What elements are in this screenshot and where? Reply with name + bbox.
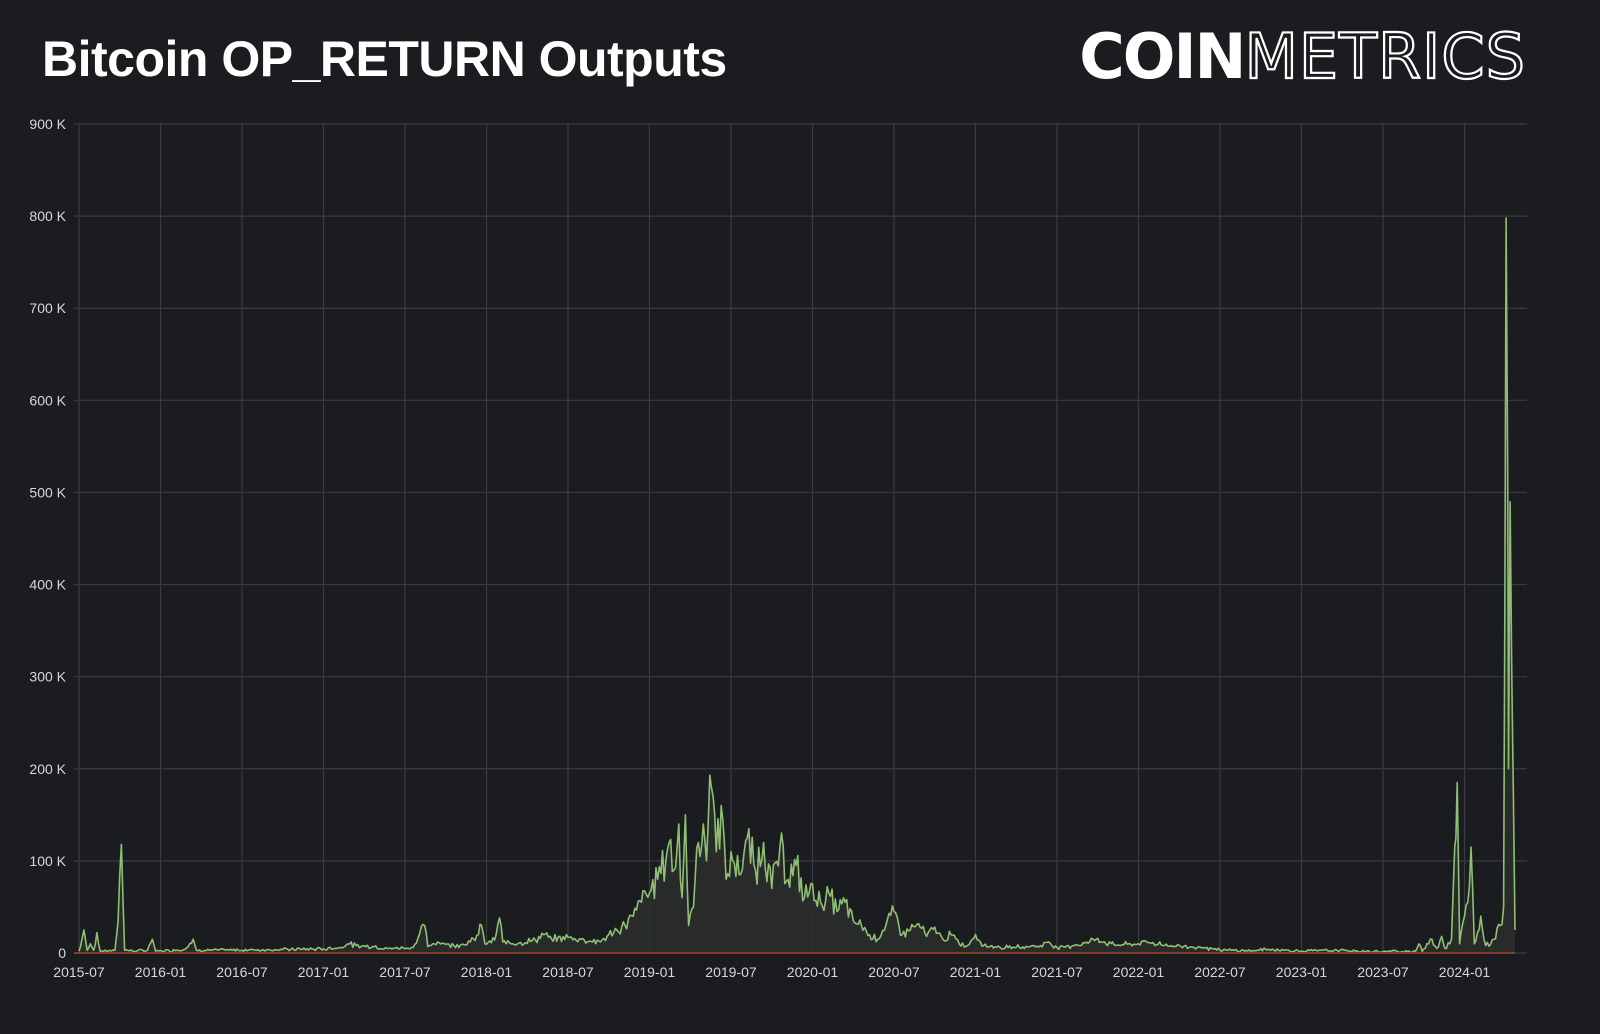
coinmetrics-logo: COINMETRICS (1079, 24, 1526, 88)
logo-bold-text: COIN (1079, 20, 1246, 93)
x-tick-label: 2021-07 (1031, 964, 1083, 980)
x-tick-label: 2019-07 (705, 964, 757, 980)
x-tick-label: 2019-01 (624, 964, 676, 980)
x-tick-label: 2017-07 (379, 964, 431, 980)
y-tick-label: 700 K (29, 300, 66, 316)
grid-lines (74, 123, 1527, 954)
chart-title: Bitcoin OP_RETURN Outputs (42, 31, 727, 87)
y-tick-label: 900 K (29, 116, 66, 132)
y-axis: 0 100 K 200 K 300 K 400 K 500 K 600 K 700 K 800 … (29, 116, 66, 961)
x-tick-label: 2015-07 (53, 964, 105, 980)
x-tick-label: 2023-01 (1276, 964, 1328, 980)
x-tick-label: 2018-07 (542, 964, 594, 980)
x-tick-label: 2022-01 (1113, 964, 1165, 980)
y-tick-label: 400 K (29, 577, 66, 593)
x-tick-label: 2020-07 (868, 964, 920, 980)
y-tick-label: 200 K (29, 761, 66, 777)
x-axis: 2015-07 2016-01 2016-07 2017-01 2017-07 2018-… (53, 964, 1490, 980)
y-tick-label: 500 K (29, 484, 66, 500)
y-tick-label: 0 (58, 945, 66, 961)
y-tick-label: 800 K (29, 208, 66, 224)
y-tick-label: 100 K (29, 853, 66, 869)
y-tick-label: 600 K (29, 392, 66, 408)
x-tick-label: 2021-01 (950, 964, 1002, 980)
x-tick-label: 2017-01 (298, 964, 350, 980)
x-tick-label: 2018-01 (461, 964, 513, 980)
x-tick-label: 2016-01 (135, 964, 187, 980)
x-tick-label: 2020-01 (787, 964, 839, 980)
x-tick-label: 2023-07 (1357, 964, 1409, 980)
x-tick-label: 2022-07 (1194, 964, 1246, 980)
x-tick-label: 2016-07 (216, 964, 268, 980)
y-tick-label: 300 K (29, 669, 66, 685)
area-fill (79, 218, 1515, 953)
logo-light-text: METRICS (1243, 20, 1526, 93)
x-tick-label: 2024-01 (1439, 964, 1491, 980)
data-series-line (78, 217, 1516, 954)
